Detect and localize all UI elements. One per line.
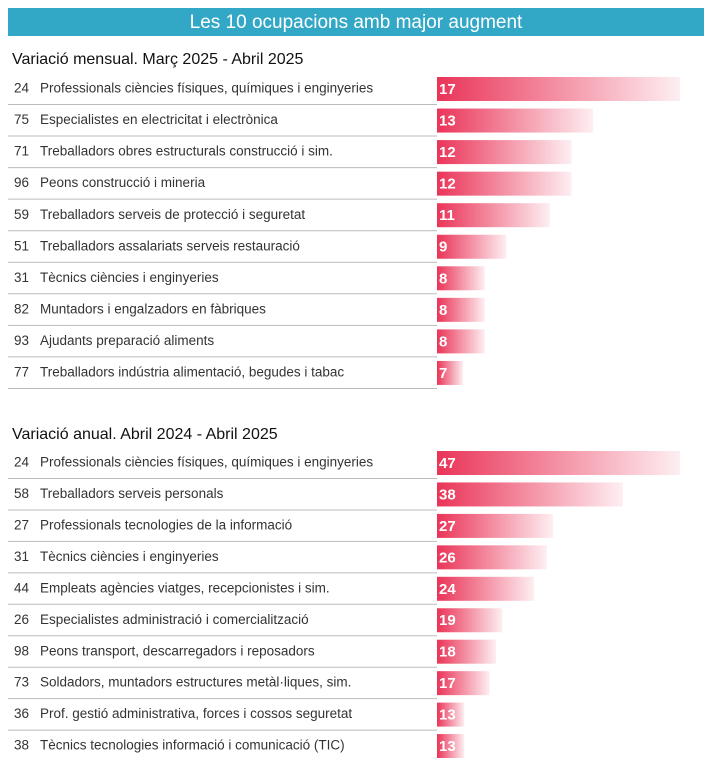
value-label: 17 [439,81,456,98]
bar [437,671,490,696]
occupation-label: Peons construcció i mineria [40,175,206,190]
occupation-code: 59 [14,207,29,222]
value-label: 13 [439,738,456,755]
value-label: 8 [439,302,447,319]
bar [437,513,554,538]
bar [437,171,572,196]
occupation-code: 27 [14,517,29,532]
occupation-label: Treballadors serveis personals [40,486,224,501]
occupation-code: 75 [14,112,29,127]
value-label: 19 [439,612,456,629]
occupation-label: Peons transport, descarregadors i reposa… [40,643,315,658]
value-label: 12 [439,144,456,161]
occupation-label: Tècnics tecnologies informació i comunic… [40,738,345,753]
occupation-label: Tècnics ciències i enginyeries [40,549,219,564]
occupation-code: 31 [14,270,29,285]
value-label: 47 [439,455,456,472]
value-label: 9 [439,239,447,256]
occupation-label: Soldadors, muntadors estructures metàl·l… [40,675,351,690]
occupation-label: Treballadors indústria alimentació, begu… [40,365,344,380]
occupation-label: Professionals ciències físiques, químiqu… [40,81,373,96]
occupation-label: Professionals tecnologies de la informac… [40,517,292,532]
occupation-code: 93 [14,333,29,348]
occupation-code: 73 [14,675,29,690]
occupation-code: 26 [14,612,29,627]
bar [437,545,547,570]
occupation-label: Especialistes en electricitat i electròn… [40,112,278,127]
occupation-code: 71 [14,144,29,159]
occupation-code: 58 [14,486,29,501]
bar [437,608,503,633]
value-label: 13 [439,113,456,130]
occupation-code: 82 [14,301,29,316]
occupation-label: Muntadors i engalzadors en fàbriques [40,301,266,316]
value-label: 26 [439,549,456,566]
occupation-label: Prof. gestió administrativa, forces i co… [40,706,352,721]
bar [437,108,594,133]
value-label: 38 [439,486,456,503]
value-label: 8 [439,270,447,287]
occupation-code: 51 [14,238,29,253]
occupation-code: 77 [14,365,29,380]
bar [437,482,623,507]
value-label: 8 [439,333,447,350]
bar [437,234,507,259]
occupation-code: 36 [14,706,29,721]
occupation-label: Ajudants preparació aliments [40,333,214,348]
occupation-code: 24 [14,81,30,96]
occupation-code: 98 [14,643,29,658]
bar [437,576,535,601]
bar [437,77,680,101]
bar [437,734,465,758]
occupation-label: Tècnics ciències i enginyeries [40,270,219,285]
occupation-code: 38 [14,738,29,753]
occupation-code: 44 [14,580,30,595]
bar [437,329,485,354]
bar [437,360,464,385]
section-title: Variació anual. Abril 2024 - Abril 2025 [12,426,278,443]
occupation-code: 24 [14,455,30,470]
occupation-label: Treballadors serveis de protecció i segu… [40,207,305,222]
value-label: 17 [439,675,456,692]
value-label: 11 [439,207,455,224]
occupation-code: 31 [14,549,29,564]
occupation-label: Empleats agències viatges, recepcioniste… [40,580,330,595]
value-label: 7 [439,365,447,382]
occupation-code: 96 [14,175,29,190]
section-title: Variació mensual. Març 2025 - Abril 2025 [12,51,304,68]
occupation-label: Professionals ciències físiques, químiqu… [40,455,373,470]
bar [437,140,572,165]
bar [437,203,550,228]
occupation-label: Especialistes administració i comerciali… [40,612,309,627]
bar [437,451,680,475]
occupation-label: Treballadors assalariats serveis restaur… [40,238,300,253]
value-label: 18 [439,644,456,661]
bar [437,297,485,322]
header-title: Les 10 ocupacions amb major augment [190,12,523,33]
occupation-label: Treballadors obres estructurals construc… [40,144,333,159]
bar [437,702,465,727]
value-label: 24 [439,581,456,598]
header-band [8,8,704,36]
value-label: 27 [439,518,456,535]
bar [437,266,485,291]
value-label: 12 [439,176,456,193]
bar [437,639,497,664]
value-label: 13 [439,707,456,724]
